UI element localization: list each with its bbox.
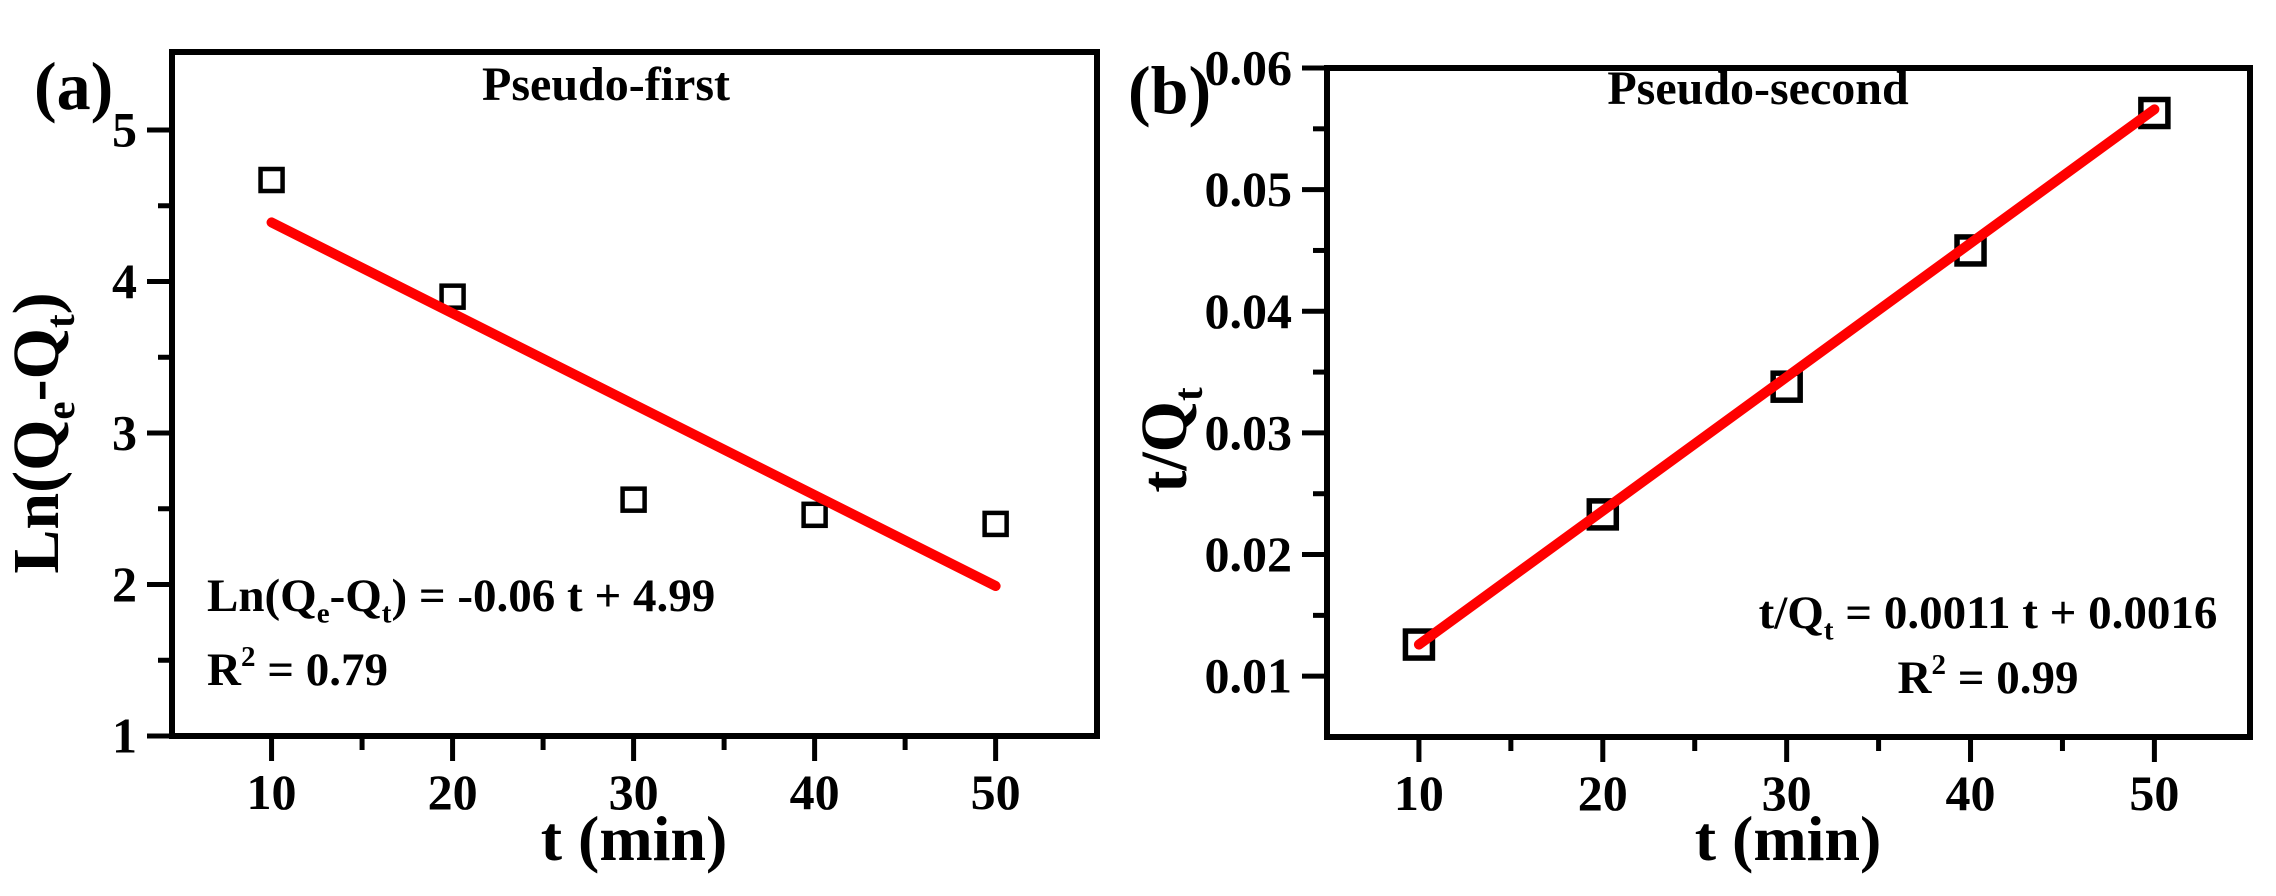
plot-frame — [169, 49, 1100, 739]
y-tick-label: 2 — [112, 556, 137, 612]
r-squared-label: R2 = 0.99 — [1898, 649, 2079, 704]
fit-equation: t/Qt = 0.0011 t + 0.0016 — [1759, 587, 2218, 646]
data-point-marker — [258, 166, 285, 194]
x-axis-title: t (min) — [541, 803, 728, 874]
y-tick-label: 1 — [112, 708, 137, 764]
x-tick-label: 10 — [1394, 765, 1444, 821]
chart-title: Pseudo-second — [1607, 62, 1909, 115]
x-tick-label: 30 — [1762, 765, 1812, 821]
data-point-marker — [439, 283, 466, 310]
x-tick-label: 20 — [428, 764, 478, 820]
y-tick-label: 0.06 — [1205, 40, 1293, 96]
y-tick-label: 0.02 — [1205, 526, 1293, 582]
x-tick-label: 10 — [247, 764, 297, 820]
panel-b-plot — [1302, 65, 2253, 762]
fit-equation: Ln(Qe-Qt) = -0.06 t + 4.99 — [207, 570, 715, 629]
panel-label-a: (a) — [34, 48, 114, 124]
x-tick-label: 40 — [1946, 765, 1996, 821]
data-point-marker — [1402, 628, 1436, 661]
x-tick-label: 40 — [790, 764, 840, 820]
y-tick-label: 0.05 — [1205, 161, 1293, 217]
x-tick-label: 30 — [609, 764, 659, 820]
data-point-marker — [982, 510, 1009, 538]
y-tick-label: 5 — [112, 102, 137, 158]
x-axis-title: t (min) — [1695, 803, 1882, 874]
y-tick-label: 0.03 — [1205, 404, 1293, 460]
y-axis-title: Ln(Qe-Qt) — [0, 292, 83, 573]
x-tick-label: 50 — [2129, 765, 2179, 821]
x-tick-label: 20 — [1578, 765, 1628, 821]
r-squared-label: R2 = 0.79 — [207, 641, 388, 696]
y-tick-label: 3 — [112, 405, 137, 461]
chart-title: Pseudo-first — [482, 58, 730, 111]
data-point-marker — [801, 501, 828, 529]
y-axis-title: t/Qt — [1128, 387, 1211, 493]
fit-line — [266, 217, 1001, 592]
x-tick-label: 50 — [971, 764, 1021, 820]
y-tick-label: 0.01 — [1205, 648, 1293, 704]
fit-line — [1413, 104, 2160, 650]
y-tick-label: 4 — [112, 253, 137, 309]
panel-a-plot — [147, 49, 1100, 761]
data-point-marker — [620, 486, 647, 513]
y-tick-label: 0.04 — [1205, 283, 1293, 339]
panel-label-b: (b) — [1128, 52, 1212, 128]
